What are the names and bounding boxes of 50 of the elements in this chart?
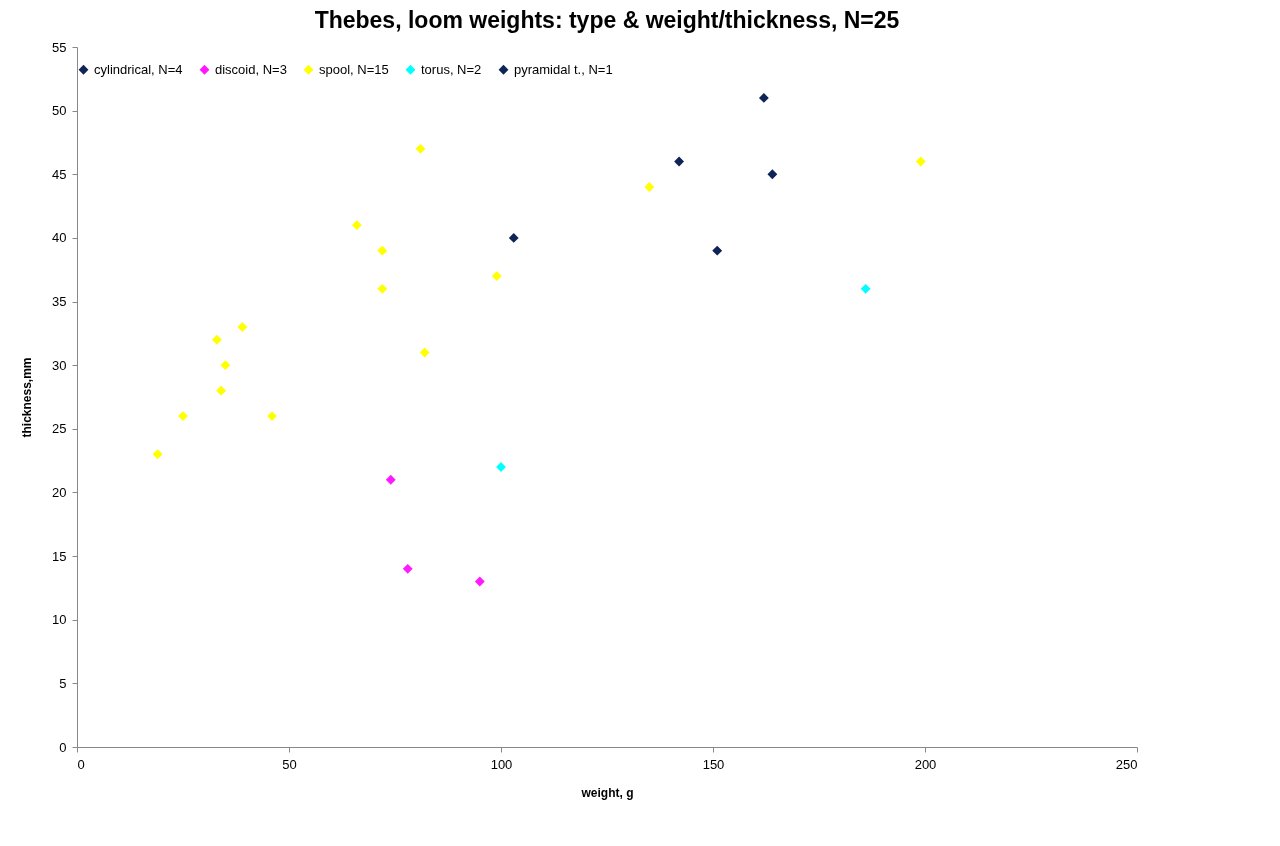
x-axis-title: weight, g xyxy=(580,785,634,800)
point xyxy=(216,386,226,396)
x-tick-label: 200 xyxy=(914,756,937,772)
point xyxy=(386,475,396,485)
y-tick-label: 10 xyxy=(52,612,67,628)
point xyxy=(212,335,222,345)
y-tick-label: 5 xyxy=(59,675,67,691)
point xyxy=(861,284,871,294)
point xyxy=(403,564,413,574)
point xyxy=(759,93,769,103)
point xyxy=(492,271,502,281)
point xyxy=(767,169,777,179)
point xyxy=(352,220,362,230)
point xyxy=(415,144,426,154)
point xyxy=(712,246,722,256)
point xyxy=(916,156,926,167)
y-tick-label: 50 xyxy=(52,103,67,119)
y-tick-label: 45 xyxy=(52,166,67,182)
y-tick-label: 40 xyxy=(52,230,67,246)
legend-label: discoid, N=3 xyxy=(215,61,287,77)
point xyxy=(220,360,231,370)
point xyxy=(509,233,519,243)
y-tick-label: 25 xyxy=(52,421,67,437)
point xyxy=(377,246,387,256)
point xyxy=(267,411,277,421)
legend-label: cylindrical, N=4 xyxy=(94,61,183,77)
point xyxy=(674,156,684,167)
x-tick-label: 150 xyxy=(702,756,725,772)
x-tick-label: 0 xyxy=(77,756,85,772)
y-axis-title: thickness,mm xyxy=(20,357,35,438)
x-tick-label: 250 xyxy=(1115,756,1138,772)
y-tick-label: 0 xyxy=(59,739,67,755)
legend-label: torus, N=2 xyxy=(421,61,482,77)
y-tick-label: 30 xyxy=(52,357,67,373)
y-tick-label: 35 xyxy=(52,294,67,310)
point xyxy=(644,182,655,192)
point xyxy=(237,322,247,332)
y-tick-label: 55 xyxy=(52,39,67,55)
point xyxy=(377,284,387,294)
x-tick-label: 100 xyxy=(490,756,513,772)
point xyxy=(178,411,188,421)
legend-label: pyramidal t., N=1 xyxy=(514,61,613,77)
point xyxy=(420,347,430,358)
point xyxy=(475,576,485,587)
chart-title: Thebes, loom weights: type & weight/thickness, N=25 xyxy=(314,7,900,33)
legend-label: spool, N=15 xyxy=(319,61,389,77)
y-tick-label: 15 xyxy=(52,548,67,564)
y-tick-label: 20 xyxy=(52,484,67,500)
x-tick-label: 50 xyxy=(282,756,297,772)
point xyxy=(152,449,163,459)
